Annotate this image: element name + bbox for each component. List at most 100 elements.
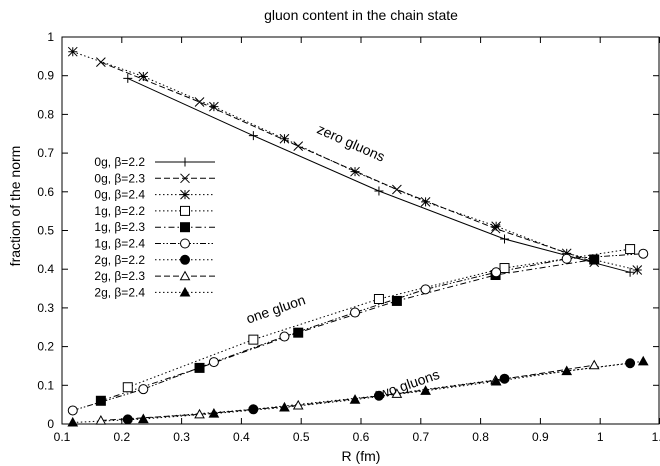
legend-label: 2g, β=2.4 — [94, 285, 145, 299]
y-axis-label: fraction of the norm — [7, 146, 23, 267]
series-9-point — [561, 365, 573, 376]
legend-label: 1g, β=2.4 — [94, 237, 145, 251]
x-tick-label: 0.2 — [113, 430, 130, 444]
series-2-point — [490, 223, 501, 234]
legend-marker — [180, 222, 190, 233]
series-3-point — [420, 197, 431, 207]
series-3-point — [67, 46, 78, 57]
series-7-point — [625, 358, 636, 369]
series-4-point — [248, 334, 259, 345]
legend-label: 0g, β=2.4 — [94, 188, 145, 202]
series-9-point — [137, 413, 149, 424]
series-5-point — [95, 395, 106, 406]
legend-marker — [179, 270, 191, 281]
y-tick-label: 1 — [47, 30, 54, 44]
legend-label: 1g, β=2.3 — [94, 220, 145, 234]
series-3-point — [632, 265, 643, 275]
x-tick-label: 0.6 — [353, 430, 370, 444]
y-tick-label: 0.1 — [37, 378, 54, 392]
series-line-6 — [72, 253, 644, 411]
legend-label: 0g, β=2.3 — [94, 171, 145, 185]
series-9-point — [208, 408, 220, 418]
series-4-point — [625, 244, 636, 255]
series-8-point — [292, 399, 304, 410]
legend-marker — [180, 238, 190, 249]
y-tick-label: 0.8 — [37, 107, 54, 121]
series-3-point — [138, 71, 149, 82]
series-1-point — [374, 186, 384, 196]
series-9-point — [279, 401, 290, 412]
x-tick-label: 0.8 — [472, 430, 489, 444]
series-6-point — [491, 267, 502, 278]
curve-label: two gluons — [373, 366, 441, 403]
series-5-point — [194, 362, 205, 373]
plot-area: 0.10.20.30.40.50.60.70.80.911.100.10.20.… — [37, 30, 660, 444]
x-tick-label: 0.3 — [173, 430, 190, 444]
series-line-3 — [72, 51, 638, 271]
x-tick-label: 0.1 — [54, 430, 71, 444]
y-tick-label: 0.7 — [37, 146, 54, 160]
series-3-point — [350, 166, 360, 177]
series-line-8 — [100, 364, 595, 421]
legend-label: 1g, β=2.2 — [94, 204, 145, 218]
series-1-point — [500, 234, 510, 244]
series-6-point — [561, 253, 572, 264]
x-tick-label: 1.1 — [652, 430, 660, 444]
series-7-point — [373, 390, 384, 401]
plot-frame — [61, 36, 660, 425]
series-5-point — [391, 295, 402, 306]
series-1-point — [625, 267, 635, 277]
series-2-point — [293, 141, 304, 151]
legend-label: 0g, β=2.2 — [94, 155, 145, 169]
series-3-point — [491, 221, 502, 232]
series-1-point — [248, 131, 258, 141]
series-6-point — [208, 357, 219, 368]
legend-marker — [180, 157, 190, 167]
legend-marker — [180, 254, 190, 265]
series-5-point — [293, 327, 304, 338]
series-9-point — [637, 355, 649, 366]
legend-marker — [180, 205, 190, 216]
series-line-2 — [100, 61, 595, 263]
curve-label: one gluon — [244, 291, 307, 326]
x-tick-label: 1 — [597, 430, 604, 444]
series-3-point — [561, 248, 572, 259]
y-tick-label: 0.3 — [37, 301, 54, 315]
x-tick-label: 0.9 — [532, 430, 549, 444]
y-tick-label: 0.5 — [37, 224, 54, 238]
y-tick-label: 0.9 — [37, 69, 54, 83]
series-7-point — [248, 404, 259, 415]
series-6-point — [638, 248, 649, 259]
series-2-point — [96, 57, 106, 68]
series-8-point — [391, 388, 403, 398]
series-2-point — [392, 184, 402, 195]
y-tick-label: 0.6 — [37, 185, 54, 199]
series-4-point — [373, 293, 384, 304]
series-8-point — [95, 414, 107, 425]
series-6-point — [138, 384, 149, 395]
y-tick-label: 0.2 — [37, 340, 54, 354]
series-6-point — [420, 284, 431, 295]
series-6-point — [279, 331, 290, 342]
series-9-point — [420, 385, 431, 395]
legend-marker — [180, 173, 190, 184]
series-9-point — [67, 416, 79, 427]
legend-marker — [180, 189, 190, 200]
series-9-point — [349, 394, 361, 404]
series-6-point — [350, 307, 361, 318]
legend-label: 2g, β=2.2 — [94, 253, 145, 267]
series-3-point — [279, 133, 290, 144]
legend-marker — [179, 286, 191, 297]
series-7-point — [122, 414, 133, 425]
x-tick-label: 0.5 — [293, 430, 310, 444]
series-8-point — [194, 408, 205, 419]
series-7-point — [499, 373, 510, 384]
series-6-point — [67, 405, 78, 416]
y-tick-label: 0 — [47, 417, 54, 431]
x-tick-label: 0.7 — [412, 430, 429, 444]
series-line-5 — [100, 259, 595, 402]
chart-title: gluon content in the chain state — [264, 7, 458, 23]
y-tick-label: 0.4 — [37, 262, 54, 276]
x-tick-label: 0.4 — [233, 430, 250, 444]
